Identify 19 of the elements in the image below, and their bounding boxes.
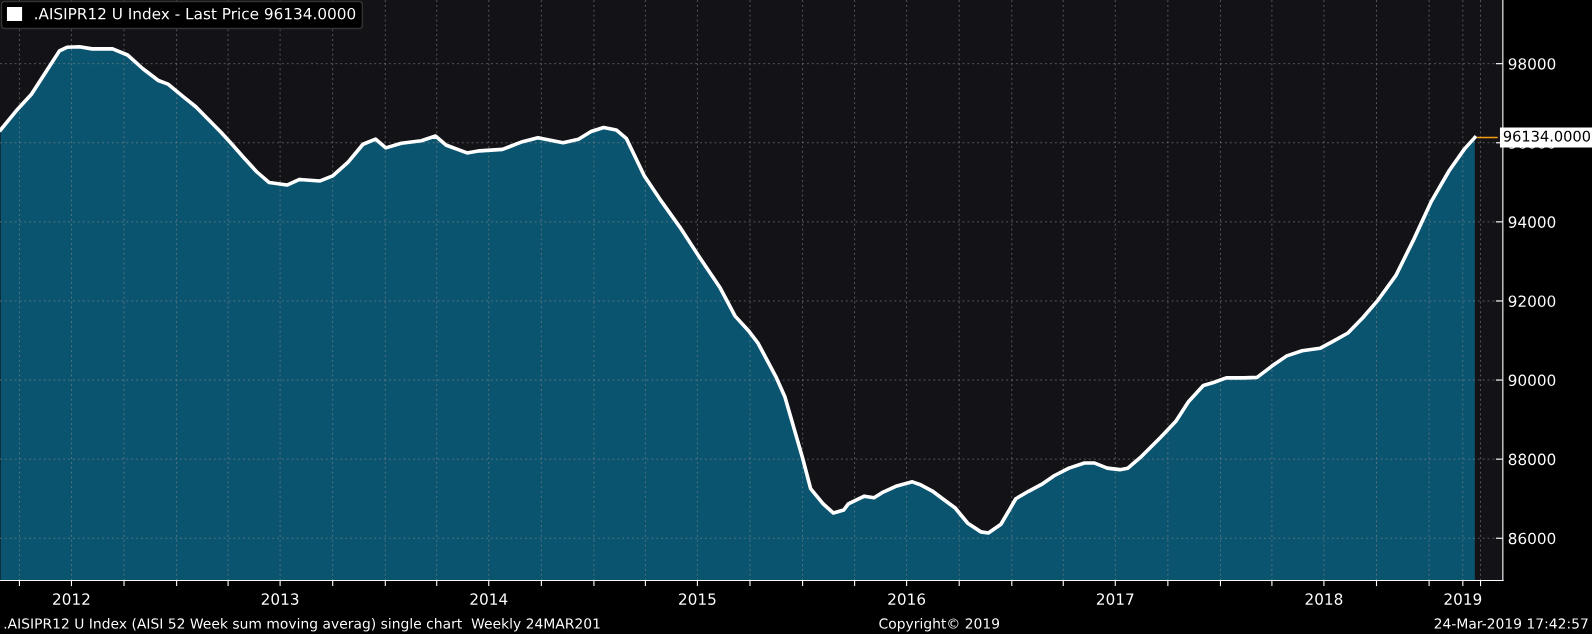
text: 24-Mar-2019 17:42:57: [1434, 618, 1588, 629]
y-tick-label: 94000: [1508, 216, 1556, 228]
annotation: 96134.0000: [1503, 130, 1591, 142]
text: Copyright© 2019: [879, 618, 1000, 632]
x-tick-label: 2016: [888, 593, 926, 605]
y-tick-label: 90000: [1508, 374, 1556, 387]
x-tick-label: 2019: [1444, 593, 1482, 605]
y-tick-label: 88000: [1508, 453, 1556, 466]
legend-label: .AISIPR12 U Index - Last Price 96134.0000: [35, 7, 356, 20]
x-tick-label: 2013: [261, 593, 299, 605]
x-tick-label: 2015: [679, 593, 716, 605]
text: .AISIPR12 U Index (AISI 52 Week sum moving averag) single chart Weekly 24MAR201: [4, 618, 600, 632]
x-tick-label: 2012: [53, 593, 90, 605]
y-tick-label: 86000: [1508, 532, 1556, 545]
x-tick-label: 2018: [1305, 593, 1343, 605]
x-tick-label: 2014: [470, 593, 508, 605]
y-tick-label: 98000: [1508, 58, 1556, 70]
x-tick-label: 2017: [1096, 593, 1134, 605]
y-tick-label: 92000: [1508, 295, 1556, 307]
